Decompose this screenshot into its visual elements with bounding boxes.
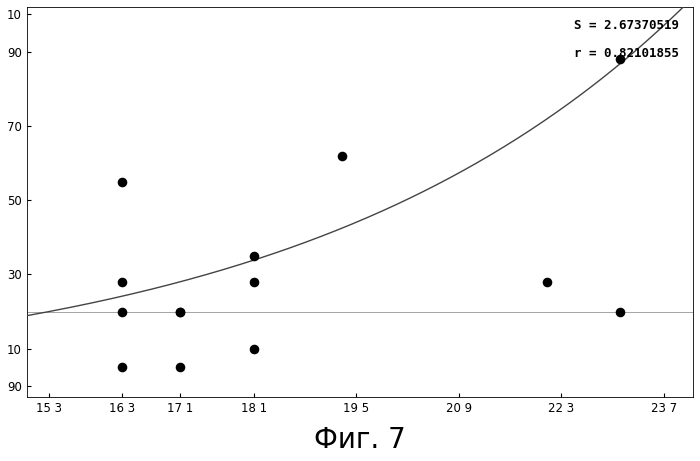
Point [336, 152, 347, 159]
Point [614, 55, 625, 63]
Point [248, 345, 259, 353]
Point [248, 252, 259, 260]
Point [541, 278, 552, 285]
Point [116, 178, 127, 185]
Text: S = 2.67370519: S = 2.67370519 [574, 19, 679, 32]
Point [175, 308, 186, 315]
Point [116, 308, 127, 315]
Point [614, 308, 625, 315]
Point [248, 278, 259, 285]
Text: r = 0.82101855: r = 0.82101855 [574, 47, 679, 60]
X-axis label: Фиг. 7: Фиг. 7 [314, 426, 406, 454]
Point [175, 364, 186, 371]
Point [116, 364, 127, 371]
Point [175, 308, 186, 315]
Point [116, 278, 127, 285]
